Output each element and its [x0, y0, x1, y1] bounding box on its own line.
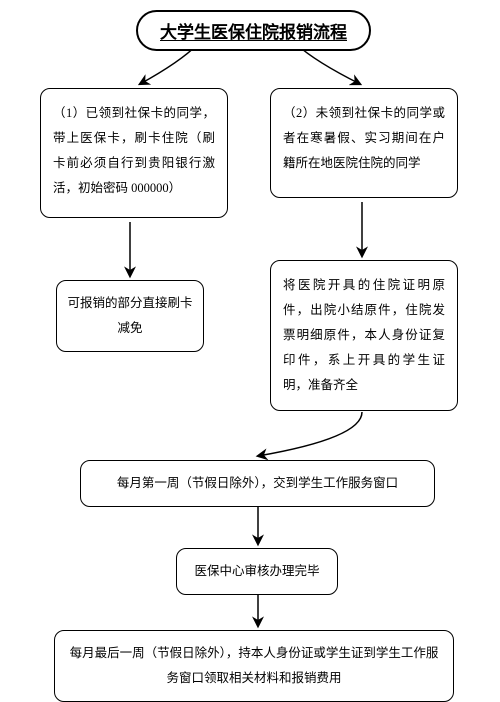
flow-title: 大学生医保住院报销流程 — [136, 10, 371, 51]
node-no-card: （2）未领到社保卡的同学或者在寒暑假、实习期间在户籍所在地医院住院的同学 — [270, 88, 458, 198]
flow-arrow — [258, 412, 362, 456]
flowchart-canvas: 大学生医保住院报销流程 （1）已领到社保卡的同学，带上医保卡，刷卡住院（刷卡前必… — [0, 0, 500, 702]
node-prepare-docs: 将医院开具的住院证明原件，出院小结原件，住院发票明细原件，本人身份证复印件，系上… — [270, 260, 458, 411]
node-has-card: （1）已领到社保卡的同学，带上医保卡，刷卡住院（刷卡前必须自行到贵阳银行激活，初… — [40, 88, 228, 218]
node-review-done: 医保中心审核办理完毕 — [176, 548, 338, 595]
node-collect: 每月最后一周（节假日除外），持本人身份证或学生证到学生工作服务窗口领取相关材料和… — [54, 630, 454, 702]
node-direct-deduct: 可报销的部分直接刷卡减免 — [56, 280, 204, 352]
node-submit-window: 每月第一周（节假日除外），交到学生工作服务窗口 — [80, 460, 435, 507]
